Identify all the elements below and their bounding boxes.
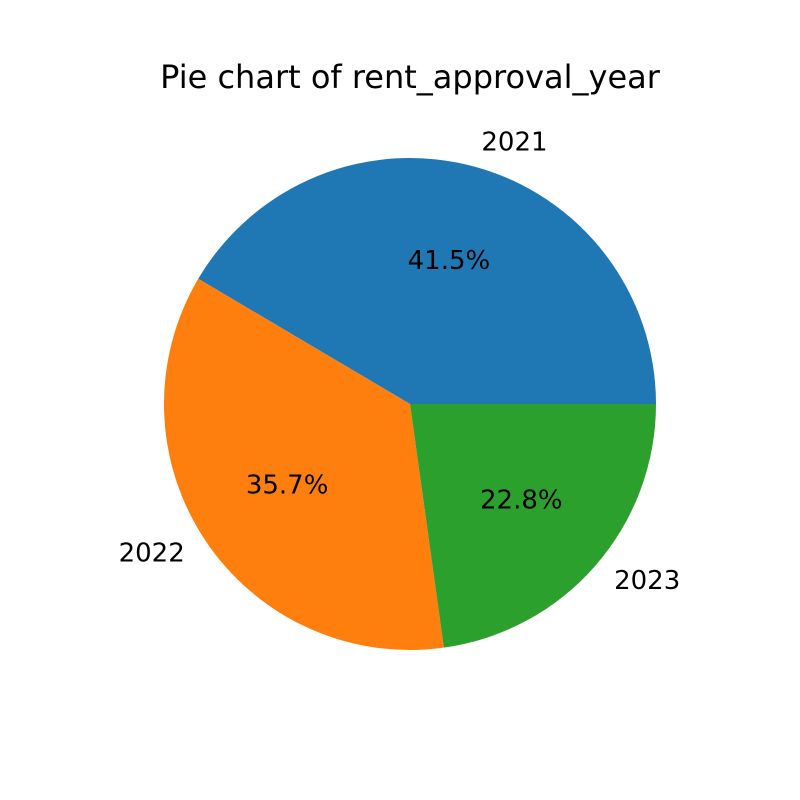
pie-slices (164, 158, 657, 650)
pie-slice-2023 (410, 404, 656, 648)
slice-percent-2022: 35.7% (246, 470, 329, 500)
slice-label-2022: 2022 (119, 538, 185, 568)
slice-label-2023: 2023 (614, 566, 680, 596)
slice-percent-2021: 41.5% (408, 246, 491, 276)
pie-slice-2021 (198, 158, 657, 404)
slice-label-2021: 2021 (481, 127, 547, 157)
slice-percent-2023: 22.8% (480, 485, 563, 515)
chart-title: Pie chart of rent_approval_year (160, 58, 661, 96)
pie-slice-2022 (164, 278, 444, 650)
pie-labels: 2021 41.5% 2022 35.7% 2023 22.8% (119, 127, 681, 596)
